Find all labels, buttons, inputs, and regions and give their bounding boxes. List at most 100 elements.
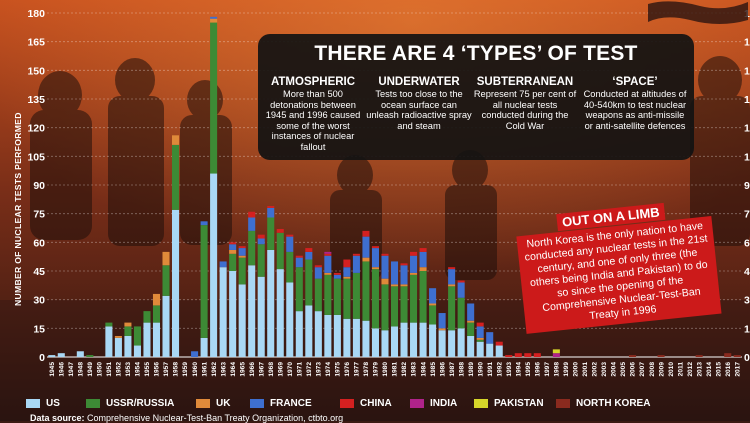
bar-segment-india-1974 (324, 251, 332, 254)
y-tick-label: 120 (27, 123, 45, 135)
info-title: THERE ARE 4 ‘TYPES’ OF TEST (314, 42, 638, 65)
x-tick-label: 1953 (125, 362, 132, 377)
bar-segment-uk-1962 (210, 18, 218, 23)
bar-segment-uk-1978 (362, 257, 370, 262)
x-tick-label: 2003 (601, 362, 608, 377)
x-tick-label: 2007 (639, 362, 646, 377)
bar-segment-france-1990 (476, 326, 484, 338)
bar-segment-ussr-russia-1985 (429, 305, 437, 325)
bar-segment-uk-1982 (400, 284, 408, 287)
bar-segment-uk-1987 (448, 284, 456, 287)
y-tick-label-right: 15 (744, 323, 750, 335)
x-tick-label: 2009 (658, 362, 665, 377)
y-tick-label: 60 (33, 237, 45, 249)
x-tick-label: 2002 (592, 362, 599, 377)
bar-segment-uk-1957 (162, 251, 170, 266)
legend-label: UK (216, 397, 231, 409)
x-tick-label: 1969 (277, 362, 284, 377)
bar-segment-ussr-russia-1957 (162, 265, 170, 296)
bar-segment-france-1979 (371, 248, 379, 268)
type-description: Represent 75 per cent of all nuclear tes… (473, 89, 577, 131)
x-tick-label: 2016 (725, 362, 732, 377)
bar-segment-us-1972 (305, 305, 313, 357)
y-tick-label: 105 (27, 151, 45, 163)
bar-segment-ussr-russia-1949 (86, 355, 94, 357)
bar-segment-ussr-russia-1955 (143, 311, 151, 323)
bar-segment-ussr-russia-1973 (314, 278, 322, 312)
y-tick-label-right: 120 (744, 123, 750, 135)
bar-segment-ussr-russia-1954 (133, 326, 141, 346)
bar-segment-ussr-russia-1966 (248, 230, 256, 266)
legend-swatch (340, 398, 354, 408)
bar-segment-china-1992 (495, 341, 503, 346)
x-tick-label: 2006 (630, 362, 637, 377)
bar-segment-us-1970 (286, 282, 294, 357)
bar-segment-ussr-russia-1982 (400, 286, 408, 323)
bar-segment-china-1964 (229, 242, 237, 245)
bar-segment-france-1977 (352, 255, 360, 273)
bar-segment-france-1962 (210, 16, 218, 19)
bar-segment-us-1975 (333, 314, 341, 357)
x-tick-label: 1948 (78, 362, 85, 377)
bar-segment-china-1982 (400, 263, 408, 266)
type-space: ‘SPACE’ Conducted at altitudes of 40-540… (582, 76, 688, 131)
x-tick-label: 2004 (611, 362, 618, 377)
x-tick-label: 1961 (201, 362, 208, 377)
x-tick-label: 1992 (496, 362, 503, 377)
x-tick-label: 1995 (525, 362, 532, 377)
bar-segment-us-1978 (362, 320, 370, 357)
bar-segment-ussr-russia-1976 (343, 278, 351, 319)
north-korea-callout: OUT ON A LIMB North Korea is the only na… (514, 198, 722, 334)
x-tick-label: 1963 (220, 362, 227, 377)
bar-segment-china-1987 (448, 267, 456, 270)
bar-segment-china-1980 (381, 253, 389, 256)
x-tick-label: 1956 (154, 362, 161, 377)
bar-segment-uk-1952 (114, 335, 122, 338)
y-tick-label: 45 (33, 266, 45, 278)
x-tick-label: 1991 (487, 362, 494, 377)
x-tick-label: 1982 (401, 362, 408, 377)
bar-segment-china-1974 (324, 253, 332, 256)
bar-segment-us-1965 (238, 284, 246, 357)
bar-segment-ussr-russia-1951 (105, 322, 113, 327)
bar-segment-uk-1964 (229, 249, 237, 254)
x-tick-label: 1985 (430, 362, 437, 377)
y-tick-label: 150 (27, 65, 45, 77)
legend-item-uk: UK (196, 396, 230, 410)
bar-segment-uk-1974 (324, 272, 332, 275)
x-tick-label: 1950 (97, 362, 104, 377)
legend-label: PAKISTAN (494, 397, 544, 409)
x-tick-label: 2000 (573, 362, 580, 377)
type-underwater: UNDERWATER Tests too close to the ocean … (366, 76, 472, 131)
bar-segment-china-1972 (305, 248, 313, 252)
bar-segment-ussr-russia-1965 (238, 257, 246, 285)
x-tick-label: 1976 (344, 362, 351, 377)
bar-segment-ussr-russia-1974 (324, 274, 332, 315)
bar-segment-china-1966 (248, 211, 256, 218)
x-tick-label: 1974 (325, 362, 332, 377)
x-tick-label: 1975 (335, 362, 342, 377)
bar-segment-china-1990 (476, 322, 484, 327)
bar-segment-ussr-russia-1953 (124, 326, 132, 336)
type-atmospheric: ATMOSPHERIC More than 500 detonations be… (260, 76, 366, 153)
legend-item-china: CHINA (340, 396, 392, 410)
bar-segment-us-1983 (410, 322, 418, 357)
bar-segment-uk-1984 (419, 267, 427, 271)
bar-segment-us-1968 (267, 249, 275, 357)
x-tick-label: 2014 (706, 362, 713, 377)
bar-segment-us-1955 (143, 322, 151, 357)
x-tick-label: 1955 (144, 362, 151, 377)
legend-item-north-korea: NORTH KOREA (556, 396, 650, 410)
y-tick-label-right: 0 (744, 352, 750, 364)
x-tick-label: 1960 (192, 362, 199, 377)
bar-segment-china-1969 (276, 228, 284, 233)
x-tick-label: 1988 (458, 362, 465, 377)
x-tick-label: 2008 (649, 362, 656, 377)
bar-segment-france-1991 (486, 332, 494, 344)
x-tick-label: 2017 (734, 362, 741, 377)
bar-segment-france-1989 (467, 303, 475, 321)
x-tick-label: 1967 (258, 362, 265, 377)
bar-segment-china-1967 (257, 234, 265, 239)
y-tick-label-right: 105 (744, 151, 750, 163)
